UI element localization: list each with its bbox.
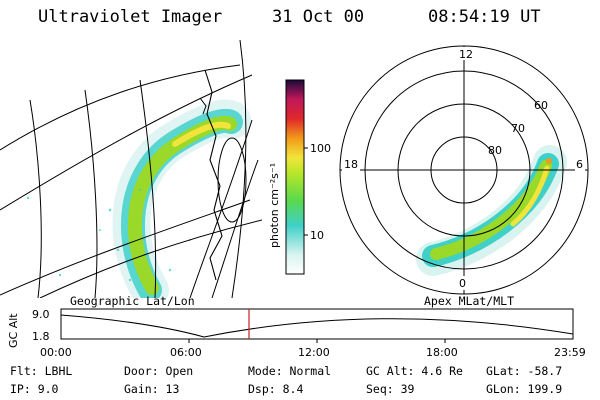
x-tick-1800: 18:00 (426, 346, 458, 359)
status-gc-alt: GC Alt: 4.6 Re (366, 364, 463, 378)
alt-high-tick: 9.0 (32, 308, 50, 321)
x-tick-2359: 23:59 (554, 346, 586, 359)
instrument-title: Ultraviolet Imager (38, 7, 223, 27)
x-tick-0600: 06:00 (170, 346, 202, 359)
mlt-0-label: 0 (459, 277, 466, 290)
time-label: 08:54:19 UT (428, 7, 541, 27)
status-glon: GLon: 199.9 (486, 382, 563, 396)
status-dsp: Dsp: 8.4 (248, 382, 304, 396)
altitude-timeline: GC Alt 9.0 1.8 00:00 06:00 12:00 18:00 2… (7, 308, 586, 359)
x-tick-0000: 00:00 (40, 346, 72, 359)
colorbar-unit-label: photon cm⁻²s⁻¹ (268, 163, 281, 248)
x-tick-1200: 12:00 (298, 346, 330, 359)
status-ip: IP: 9.0 (10, 382, 59, 396)
status-gain: Gain: 13 (124, 382, 180, 396)
mlt-6-label: 6 (576, 158, 583, 171)
status-filter: Flt: LBHL (10, 364, 73, 378)
date-label: 31 Oct 00 (272, 7, 365, 27)
geographic-label: Geographic Lat/Lon (70, 294, 195, 308)
status-door: Door: Open (124, 364, 194, 378)
status-glat: GLat: -58.7 (486, 364, 563, 378)
colorbar-tick-100: 100 (310, 142, 331, 155)
polar-plot: 12 18 6 0 60 70 80 (339, 45, 589, 295)
mlat-80-label: 80 (488, 144, 502, 157)
status-mode: Mode: Normal (248, 364, 332, 378)
status-seq: Seq: 39 (366, 382, 415, 396)
mlt-12-label: 12 (459, 48, 473, 61)
apex-label: Apex MLat/MLT (424, 294, 515, 308)
colorbar: 100 10 photon cm⁻²s⁻¹ (268, 79, 331, 275)
mlat-60-label: 60 (534, 99, 548, 112)
mlt-18-label: 18 (344, 158, 358, 171)
geographic-image (0, 40, 262, 298)
alt-low-tick: 1.8 (32, 330, 50, 343)
altitude-curve (60, 314, 574, 338)
gc-alt-axis-label: GC Alt (7, 313, 20, 348)
colorbar-gradient (285, 79, 305, 275)
colorbar-tick-10: 10 (310, 229, 324, 242)
mlat-70-label: 70 (511, 122, 525, 135)
